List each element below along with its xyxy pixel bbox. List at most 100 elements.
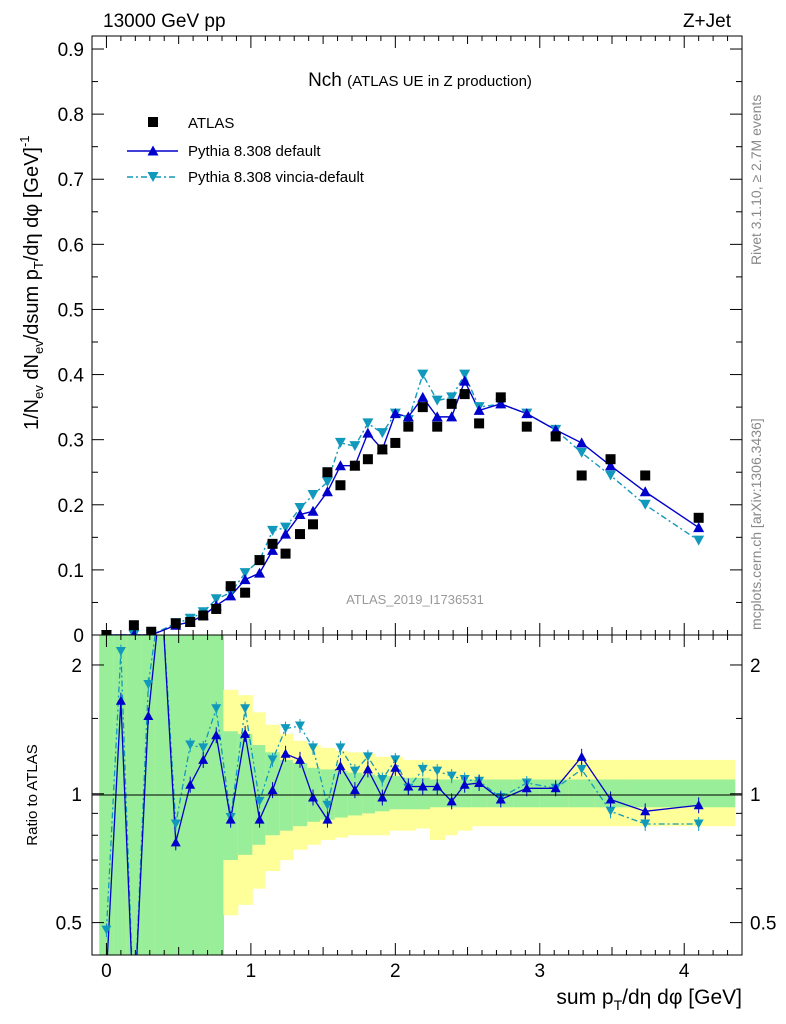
ratio-frame: [91, 634, 743, 956]
legend-marker-default: [147, 145, 159, 156]
main-ytick-label: 0.6: [58, 235, 84, 256]
ratio-point-vincia: [240, 704, 251, 714]
band-inner-bin: [389, 776, 404, 810]
vincia-point: [605, 470, 617, 481]
legend-marker-vincia: [147, 172, 159, 182]
x-axis-ticks: 0 1 2 3 4: [91, 36, 729, 982]
ratio-point-default: [115, 695, 126, 705]
legend-label-default: Pythia 8.308 default: [188, 143, 321, 160]
ratio-yticks: 0.5 0.5 1 1 2 2: [56, 656, 777, 935]
default-point: [294, 509, 306, 520]
default-point: [334, 460, 346, 471]
atlas-point: [211, 603, 222, 614]
vincia-point: [459, 369, 471, 380]
ratio-point-vincia: [198, 743, 209, 753]
atlas-point: [605, 454, 616, 465]
atlas-point: [495, 392, 506, 403]
ratio-point-vincia: [417, 764, 428, 774]
x-tick-label: 1: [246, 961, 257, 982]
vincia-point: [294, 503, 306, 514]
vincia-point: [239, 568, 251, 579]
band-inner-bin: [362, 774, 376, 814]
default-point: [521, 408, 533, 419]
ratio-point-default: [254, 814, 265, 824]
main-ytick-label: 0.7: [58, 170, 84, 191]
default-point: [693, 522, 705, 533]
ratio-point-vincia: [156, 585, 166, 594]
ratio-clip: [99, 585, 736, 1022]
default-point: [639, 486, 651, 497]
band-inner-bin: [626, 779, 665, 808]
atlas-point: [446, 398, 457, 409]
ratio-point-vincia: [362, 752, 373, 762]
default-point: [459, 375, 471, 386]
ratio-point-default: [446, 796, 457, 806]
legend: ATLAS Pythia 8.308 default Pythia 8.308 …: [127, 115, 365, 186]
ratio-point-default: [693, 800, 704, 810]
band-inner-bin: [237, 733, 253, 855]
band-inner-bin: [539, 779, 570, 808]
atlas-point: [170, 618, 181, 629]
default-point: [431, 411, 443, 422]
ratio-point-default: [521, 783, 532, 793]
band-inner-bin: [334, 771, 349, 818]
band-inner-bin: [154, 635, 170, 955]
main-ytick-label: 0.1: [58, 561, 84, 582]
ratio-point-default: [225, 814, 236, 824]
ratio-point-default: [170, 837, 181, 847]
ratio-point-vincia: [170, 819, 181, 829]
ratio-point-default: [129, 1013, 139, 1022]
ratio-point-vincia: [101, 925, 112, 935]
mcplots-label: mcplots.cern.ch [arXiv:1306.3436]: [748, 418, 764, 630]
atlas-point: [349, 460, 360, 471]
ratio-point-vincia: [295, 721, 305, 731]
band-inner-bin: [223, 731, 239, 861]
atlas-point: [474, 418, 485, 429]
ratio-point-default: [143, 710, 154, 720]
default-point: [605, 460, 617, 471]
x-tick-label: 0: [101, 961, 112, 982]
header-right: Z+Jet: [683, 11, 732, 32]
ratio-point-default: [240, 728, 251, 738]
ratio-data-marks: [101, 585, 704, 1022]
default-point: [495, 398, 507, 409]
atlas-point: [198, 610, 209, 621]
main-ytick-label: 0.4: [58, 366, 85, 387]
main-ytick-label: 0.8: [58, 105, 84, 126]
ratio-point-vincia: [335, 743, 346, 753]
default-point: [362, 427, 374, 438]
atlas-point: [693, 512, 704, 523]
atlas-point: [403, 421, 414, 432]
main-ytick-label: 0.5: [58, 300, 84, 321]
ratio-ytick-label-right: 1: [750, 785, 761, 806]
vincia-point: [693, 535, 705, 546]
default-point: [321, 486, 333, 497]
atlas-point: [390, 437, 401, 448]
main-panel: 0 0.1 0.2 0.3 0.4 0.5 0.6 0.7 0.8 0.9 Nch (ATLAS …: [17, 35, 743, 647]
ratio-point-default: [417, 781, 428, 791]
vincia-point: [431, 395, 443, 406]
main-ytick-label: 0.9: [58, 40, 84, 61]
atlas-point: [267, 538, 278, 549]
ratio-point-vincia: [349, 766, 360, 776]
atlas-point: [185, 616, 196, 627]
band-inner-bin: [168, 635, 184, 955]
ratio-point-vincia: [432, 766, 443, 776]
ratio-point-vincia: [129, 1013, 139, 1022]
ratio-point-vincia: [377, 774, 388, 784]
atlas-point: [240, 587, 251, 598]
ratio-point-vincia: [446, 771, 457, 781]
ratio-point-vincia: [254, 796, 265, 806]
main-title-sub: (ATLAS UE in Z production): [347, 73, 532, 90]
ratio-point-default: [308, 792, 318, 802]
ratio-point-default: [403, 781, 414, 791]
vincia-point: [210, 594, 222, 605]
main-yticks: 0 0.1 0.2 0.3 0.4 0.5 0.6 0.7 0.8 0.9: [58, 40, 742, 647]
default-point: [389, 408, 401, 419]
atlas-point: [280, 548, 291, 559]
ratio-panel: 0.5 0.5 1 1 2 2 0 1 2 3 4 Ratio to ATLAS sum pT/d…: [24, 36, 777, 1022]
vincia-point: [307, 490, 319, 501]
ratio-point-default: [640, 806, 651, 816]
band-inner-bin: [126, 635, 142, 955]
